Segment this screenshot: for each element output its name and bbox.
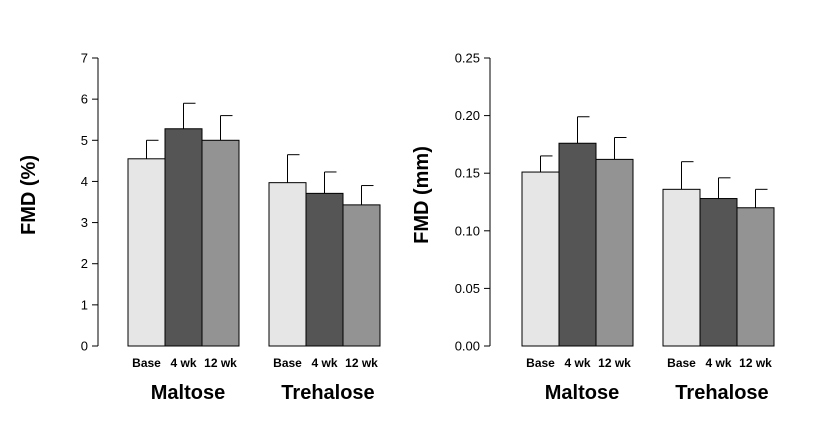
y-tick-label: 5	[81, 133, 88, 148]
y-axis-title: FMD (%)	[18, 155, 40, 235]
group-label: Maltose	[545, 382, 619, 404]
group-label: Trehalose	[675, 382, 768, 404]
group-label: Trehalose	[281, 382, 374, 404]
bar-trehalose-4wk	[305, 192, 344, 347]
y-tick-label: 0	[81, 339, 88, 354]
category-label: 12 wk	[204, 356, 237, 370]
chart-panel-2: 0.00 0.05 0.10 0.15 0.20 0.25 FMD (mm) Base 4 wk…	[411, 51, 775, 404]
category-label: Base	[526, 356, 555, 370]
category-label: Base	[667, 356, 696, 370]
y-tick-label: 7	[81, 51, 88, 66]
category-label: Base	[273, 356, 302, 370]
bar-maltose-base	[521, 171, 560, 347]
bar-trehalose-12wk	[342, 204, 381, 347]
bar-trehalose-4wk	[699, 198, 738, 347]
chart-panel-1: 0 1 2 3 4 5 6 7 FMD (%) Base 4 wk 12 wk Maltose Base 4…	[18, 51, 381, 404]
y-tick-label: 0.15	[455, 166, 480, 181]
bar-maltose-12wk	[201, 139, 240, 347]
y-tick-label: 0.05	[455, 281, 480, 296]
bar-maltose-12wk	[595, 158, 634, 347]
y-tick-label: 6	[81, 92, 88, 107]
y-tick-label: 0.20	[455, 108, 480, 123]
group-label: Maltose	[151, 382, 225, 404]
y-axis-title: FMD (mm)	[411, 146, 433, 244]
bar-maltose-base	[127, 158, 166, 347]
y-tick-label: 0.10	[455, 223, 480, 238]
y-tick-label: 0.25	[455, 51, 480, 66]
bar-maltose-4wk	[164, 128, 203, 347]
bar-trehalose-base	[662, 188, 701, 347]
y-tick-label: 1	[81, 297, 88, 312]
category-label: 12 wk	[739, 356, 772, 370]
category-label: 4 wk	[311, 356, 337, 370]
y-tick-label: 4	[81, 174, 88, 189]
y-tick-label: 3	[81, 215, 88, 230]
bar-maltose-4wk	[558, 142, 597, 347]
y-tick-label: 2	[81, 256, 88, 271]
bar-trehalose-12wk	[736, 207, 775, 347]
category-label: 12 wk	[598, 356, 631, 370]
category-label: 4 wk	[705, 356, 731, 370]
bar-trehalose-base	[268, 182, 307, 347]
category-label: Base	[132, 356, 161, 370]
y-tick-label: 0.00	[455, 339, 480, 354]
category-label: 12 wk	[345, 356, 378, 370]
category-label: 4 wk	[564, 356, 590, 370]
category-label: 4 wk	[170, 356, 196, 370]
